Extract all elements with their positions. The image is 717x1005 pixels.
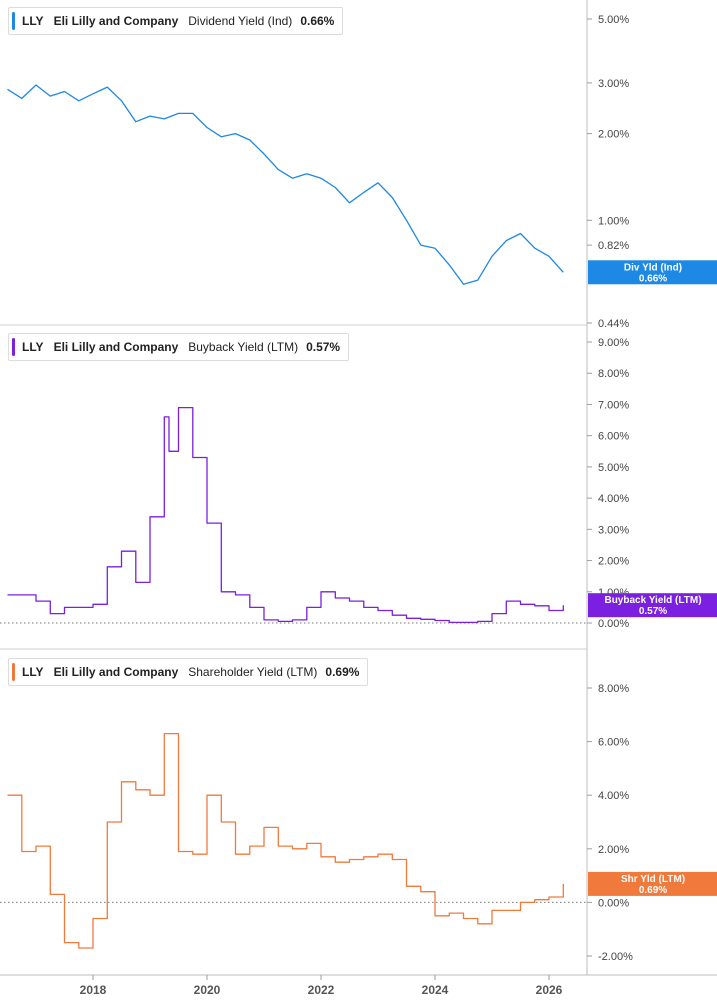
legend-dividend-yield: LLY Eli Lilly and Company Dividend Yield… xyxy=(8,7,344,35)
y-tick-label: 3.00% xyxy=(598,78,629,90)
y-tick-label: 2.00% xyxy=(598,844,629,856)
series-color-swatch xyxy=(12,12,15,30)
y-tick-label: 2.00% xyxy=(598,556,629,568)
value-flag xyxy=(588,260,717,285)
x-tick-label: 2020 xyxy=(194,983,221,997)
y-tick-label: 6.00% xyxy=(598,737,629,749)
legend-buyback-yield: LLY Eli Lilly and Company Buyback Yield … xyxy=(8,333,350,361)
legend-value: 0.66% xyxy=(300,14,335,28)
value-flag-name: Shr Yld (LTM) xyxy=(621,874,685,885)
legend-ticker: LLY xyxy=(22,665,44,679)
series-line xyxy=(7,406,564,624)
legend-metric: Dividend Yield (Ind) xyxy=(188,14,293,28)
series-line xyxy=(7,84,564,285)
series-color-swatch xyxy=(12,663,15,681)
y-tick-label: 0.00% xyxy=(598,618,629,630)
series-color-swatch xyxy=(12,338,15,356)
value-flag-value: 0.69% xyxy=(639,885,667,896)
series-line xyxy=(7,732,564,949)
legend-value: 0.57% xyxy=(306,340,341,354)
value-flag-name: Buyback Yield (LTM) xyxy=(604,595,701,606)
value-flag-value: 0.57% xyxy=(639,606,667,617)
x-tick-label: 2018 xyxy=(80,983,107,997)
legend-company: Eli Lilly and Company xyxy=(53,340,179,354)
y-tick-label: 5.00% xyxy=(598,14,629,26)
y-tick-label: 8.00% xyxy=(598,368,629,380)
y-tick-label: 2.00% xyxy=(598,129,629,141)
legend-shareholder-yield: LLY Eli Lilly and Company Shareholder Yi… xyxy=(8,658,369,686)
x-tick-label: 2024 xyxy=(422,983,449,997)
legend-metric: Buyback Yield (LTM) xyxy=(188,340,299,354)
y-tick-label: 7.00% xyxy=(598,399,629,411)
y-tick-label: 0.44% xyxy=(598,318,629,330)
y-tick-label: 9.00% xyxy=(598,337,629,349)
x-tick-label: 2026 xyxy=(536,983,563,997)
y-tick-label: 4.00% xyxy=(598,790,629,802)
y-tick-label: 0.82% xyxy=(598,240,629,252)
y-tick-label: 6.00% xyxy=(598,431,629,443)
legend-ticker: LLY xyxy=(22,14,44,28)
legend-company: Eli Lilly and Company xyxy=(53,14,179,28)
y-tick-label: 4.00% xyxy=(598,493,629,505)
value-flag xyxy=(588,871,717,896)
y-tick-label: 0.00% xyxy=(598,897,629,909)
y-tick-label: -2.00% xyxy=(598,951,633,963)
value-flag xyxy=(588,593,717,618)
legend-value: 0.69% xyxy=(325,665,360,679)
y-tick-label: 3.00% xyxy=(598,524,629,536)
legend-company: Eli Lilly and Company xyxy=(53,665,179,679)
y-tick-label: 1.00% xyxy=(598,215,629,227)
legend-ticker: LLY xyxy=(22,340,44,354)
y-tick-label: 8.00% xyxy=(598,683,629,695)
value-flag-name: Div Yld (Ind) xyxy=(624,262,682,273)
legend-metric: Shareholder Yield (LTM) xyxy=(188,665,318,679)
x-tick-label: 2022 xyxy=(308,983,335,997)
value-flag-value: 0.66% xyxy=(639,273,667,284)
y-tick-label: 5.00% xyxy=(598,462,629,474)
